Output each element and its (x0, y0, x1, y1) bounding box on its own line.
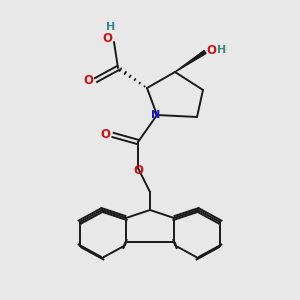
Polygon shape (175, 50, 206, 72)
Text: O: O (100, 128, 110, 142)
Text: N: N (152, 110, 160, 120)
Text: H: H (106, 22, 116, 32)
Text: H: H (218, 45, 226, 55)
Text: O: O (133, 164, 143, 176)
Text: O: O (83, 74, 93, 88)
Text: O: O (206, 44, 216, 56)
Text: O: O (102, 32, 112, 46)
